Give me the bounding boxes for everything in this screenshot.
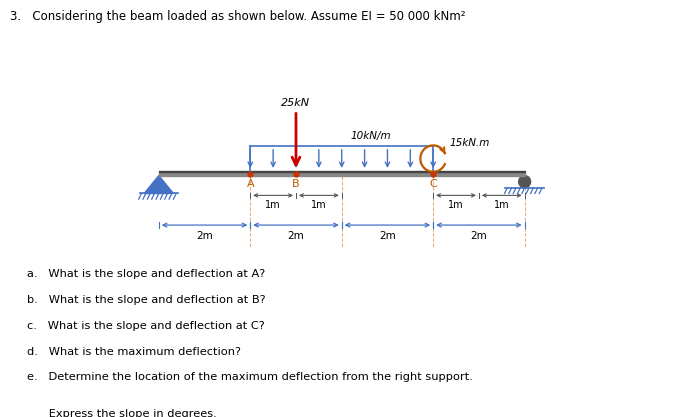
Text: b.   What is the slope and deflection at B?: b. What is the slope and deflection at B… — [27, 295, 265, 305]
Text: 1m: 1m — [448, 200, 464, 210]
Bar — [159, 172, 525, 176]
Text: 2m: 2m — [379, 231, 396, 241]
Polygon shape — [144, 176, 173, 193]
Text: 3.   Considering the beam loaded as shown below. Assume EI = 50 000 kNm²: 3. Considering the beam loaded as shown … — [10, 10, 466, 23]
Text: B: B — [292, 179, 300, 189]
Text: 1m: 1m — [311, 200, 327, 210]
Text: 1m: 1m — [494, 200, 509, 210]
Text: 25kN: 25kN — [281, 98, 310, 108]
Text: d.   What is the maximum deflection?: d. What is the maximum deflection? — [27, 347, 241, 357]
Text: e.   Determine the location of the maximum deflection from the right support.: e. Determine the location of the maximum… — [27, 372, 473, 382]
Text: 15kN.m: 15kN.m — [449, 138, 490, 148]
Text: 2m: 2m — [288, 231, 304, 241]
Text: 10kN/m: 10kN/m — [351, 131, 392, 141]
Text: c.   What is the slope and deflection at C?: c. What is the slope and deflection at C… — [27, 321, 265, 331]
Text: 2m: 2m — [196, 231, 213, 241]
Text: A: A — [246, 179, 254, 189]
Bar — [159, 171, 525, 172]
Text: 1m: 1m — [265, 200, 281, 210]
Text: a.   What is the slope and deflection at A?: a. What is the slope and deflection at A… — [27, 269, 265, 279]
Text: Express the slope in degrees.: Express the slope in degrees. — [27, 409, 217, 417]
Circle shape — [519, 176, 530, 188]
Text: 2m: 2m — [471, 231, 488, 241]
Text: C: C — [429, 179, 437, 189]
